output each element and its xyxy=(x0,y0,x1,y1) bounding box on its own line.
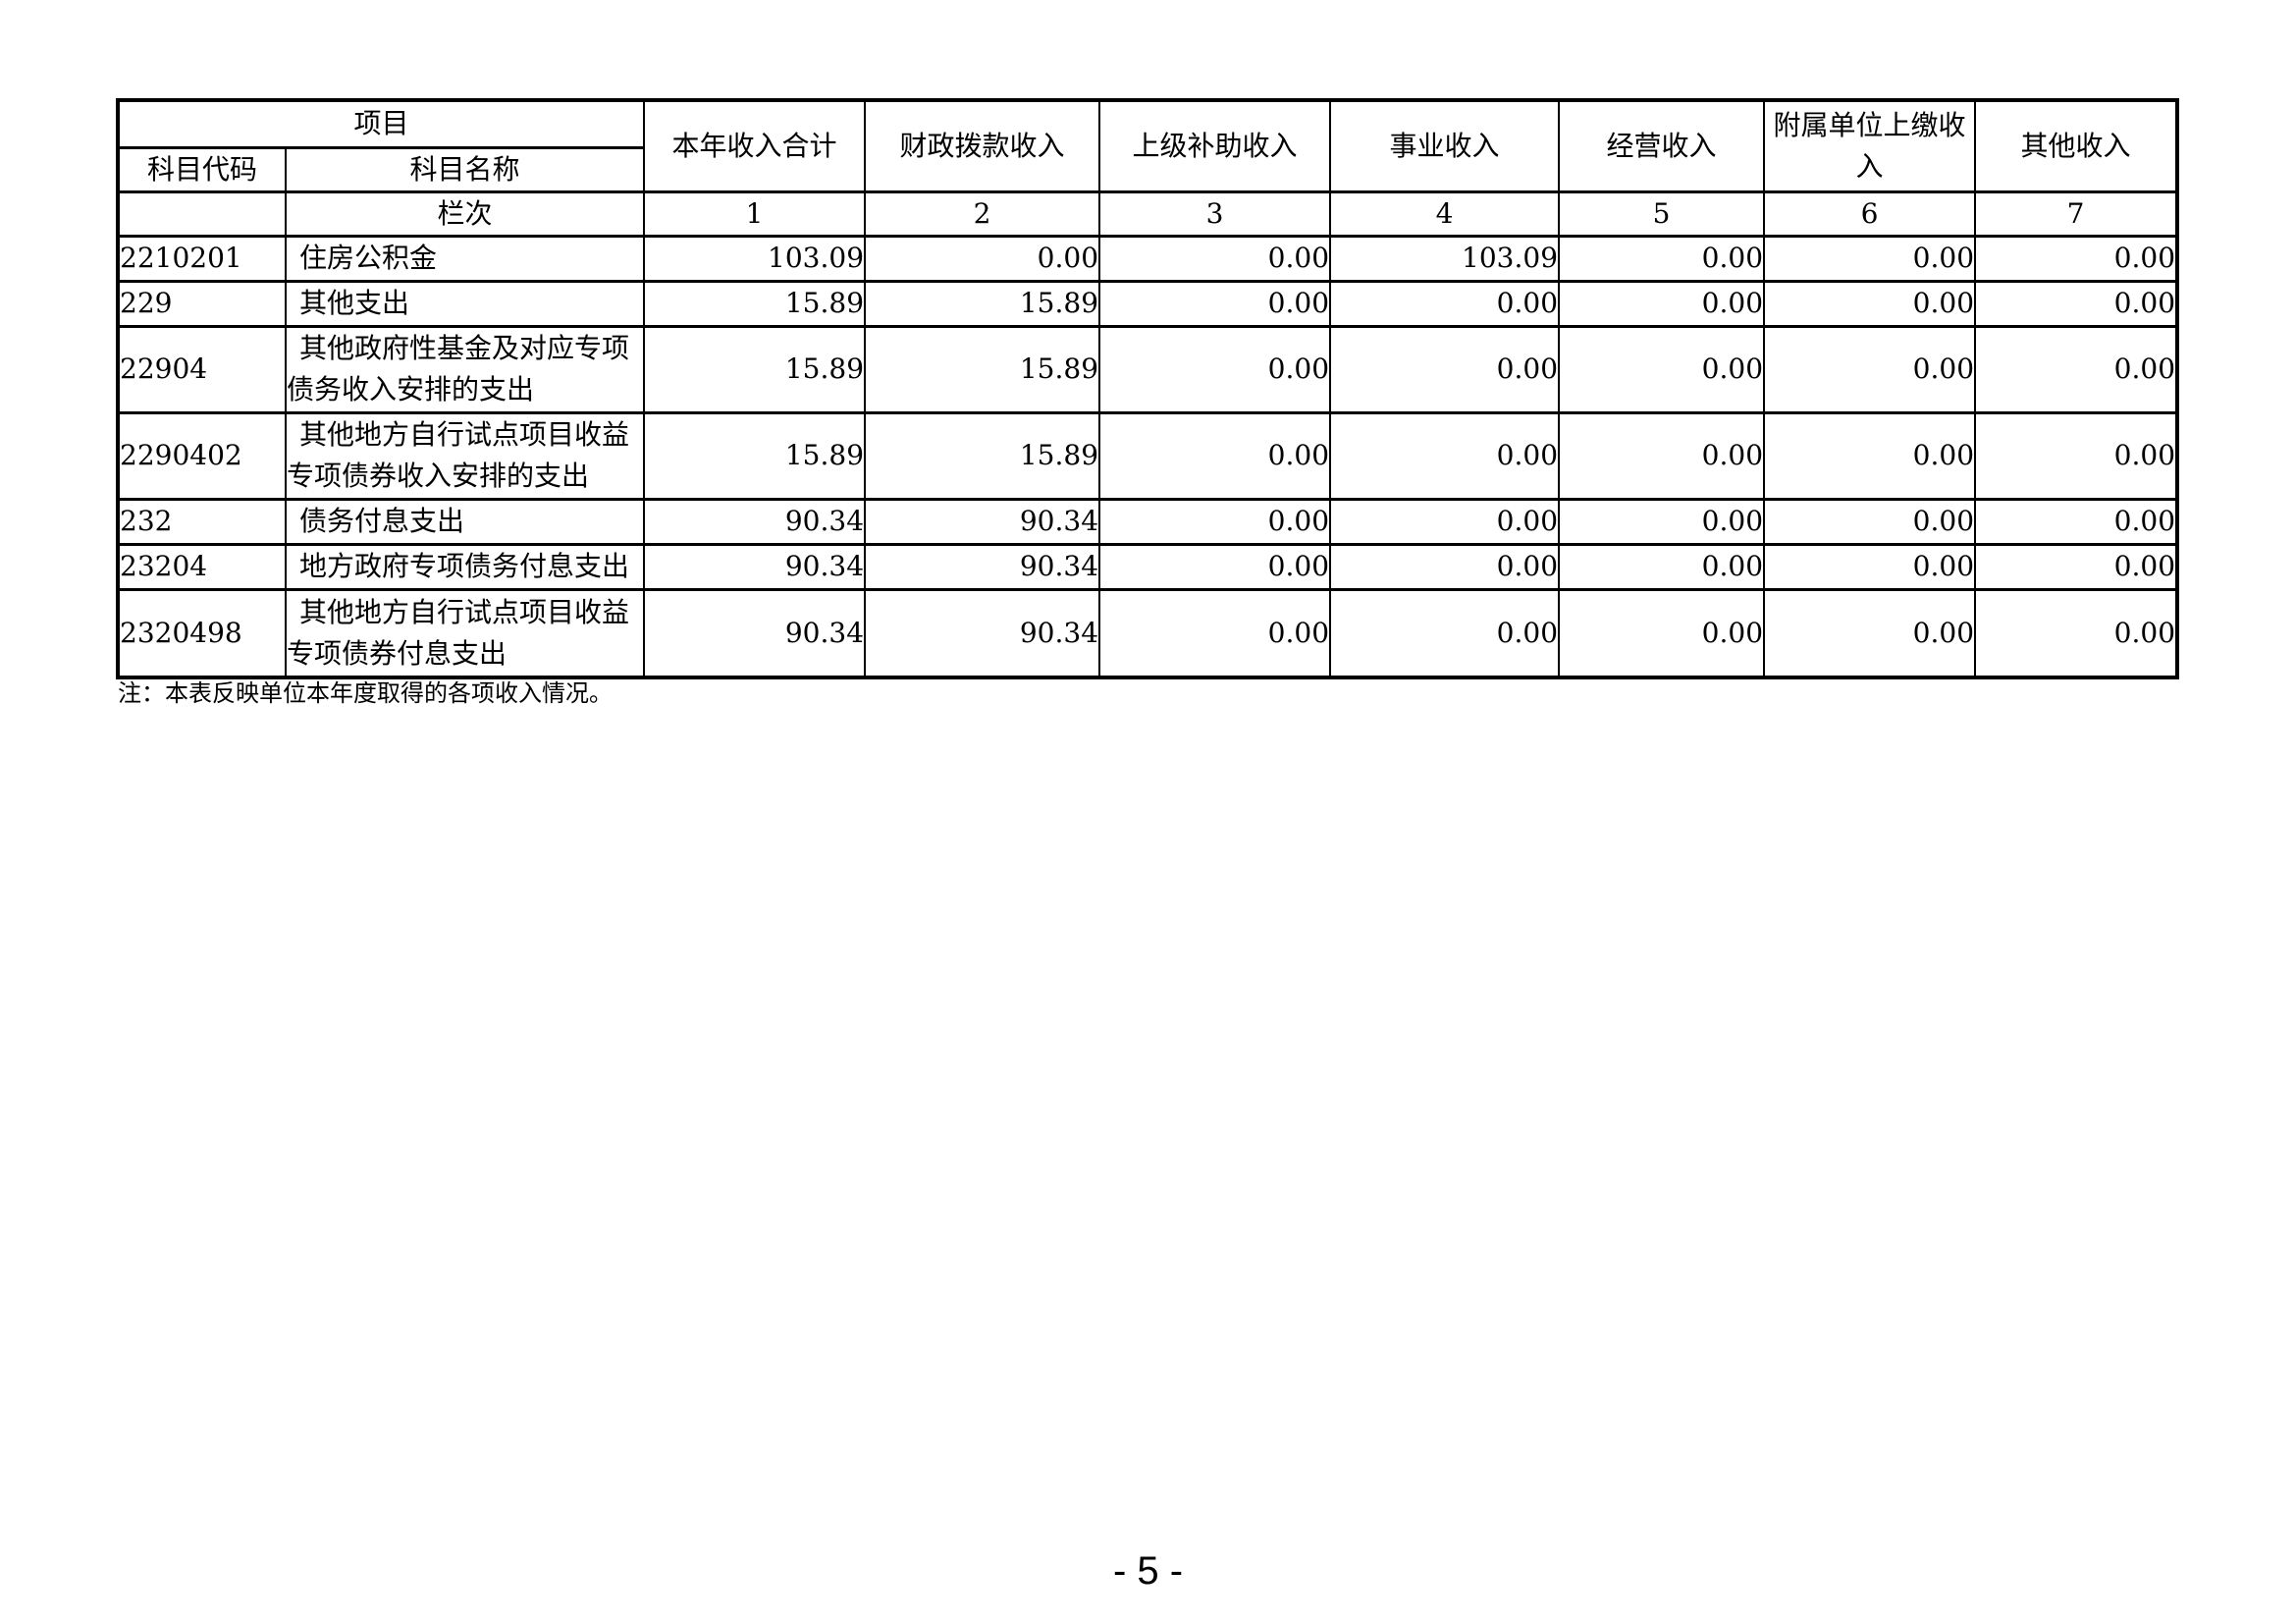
lanci-number-cell: 3 xyxy=(1098,189,1332,238)
value-cell: 0.00 xyxy=(1098,542,1332,591)
subject-name-cell: 地方政府专项债务付息支出 xyxy=(284,542,646,591)
col-header-total-income: 本年收入合计 xyxy=(643,98,867,193)
lanci-number-cell: 2 xyxy=(864,189,1101,238)
lanci-number-cell: 1 xyxy=(643,189,867,238)
subject-code-cell: 2210201 xyxy=(117,234,287,283)
value-cell: 15.89 xyxy=(643,410,867,501)
value-cell: 0.00 xyxy=(864,234,1101,283)
subject-name-cell: 其他支出 xyxy=(284,279,646,328)
value-cell: 0.00 xyxy=(1098,324,1332,414)
value-cell: 0.00 xyxy=(1558,587,1766,679)
value-cell: 0.00 xyxy=(1763,497,1977,546)
value-cell: 0.00 xyxy=(1329,587,1561,679)
value-cell: 90.34 xyxy=(643,542,867,591)
subject-code-cell: 229 xyxy=(117,279,287,328)
col-header-subject-name: 科目名称 xyxy=(284,145,646,193)
value-cell: 0.00 xyxy=(1329,497,1561,546)
subject-code-cell: 232 xyxy=(117,497,287,546)
header-row-project: 项目 本年收入合计 财政拨款收入 上级补助收入 事业收入 经营收入 附属单位上缴… xyxy=(116,98,2179,193)
value-cell: 0.00 xyxy=(1763,279,1977,328)
value-cell: 0.00 xyxy=(1558,279,1766,328)
value-cell: 0.00 xyxy=(1763,324,1977,414)
value-cell: 90.34 xyxy=(864,497,1101,546)
value-cell: 90.34 xyxy=(643,497,867,546)
value-cell: 0.00 xyxy=(1763,234,1977,283)
value-cell: 0.00 xyxy=(1974,410,2179,501)
subject-name-cell: 其他地方自行试点项目收益专项债券收入安排的支出 xyxy=(284,410,646,501)
table-row: 2320498 其他地方自行试点项目收益专项债券付息支出 90.34 90.34… xyxy=(117,587,2179,679)
value-cell: 0.00 xyxy=(1763,587,1977,679)
value-cell: 90.34 xyxy=(864,542,1101,591)
col-header-operational-income: 事业收入 xyxy=(1329,98,1561,193)
page-number: - 5 - xyxy=(1112,1549,1184,1593)
value-cell: 0.00 xyxy=(1098,497,1332,546)
value-cell: 103.09 xyxy=(643,234,867,283)
subject-name-cell: 其他政府性基金及对应专项债务收入安排的支出 xyxy=(284,324,646,414)
col-header-subject-code: 科目代码 xyxy=(117,145,287,193)
value-cell: 103.09 xyxy=(1329,234,1561,283)
header-row-subject: 科目代码 科目名称 xyxy=(117,145,2177,193)
value-cell: 0.00 xyxy=(1558,542,1766,591)
col-header-superior-subsidy-income: 上级补助收入 xyxy=(1098,98,1332,193)
subject-name-cell: 住房公积金 xyxy=(284,234,646,283)
column-index-row: 栏次 1 2 3 4 5 6 7 xyxy=(117,189,2179,238)
project-header-cell: 项目 xyxy=(116,98,646,149)
table-row: 229 其他支出 15.89 15.89 0.00 0.00 0.00 0.00… xyxy=(117,279,2179,328)
col-header-fiscal-appropriation-income: 财政拨款收入 xyxy=(864,98,1101,193)
lanci-number-cell: 5 xyxy=(1558,189,1766,238)
col-header-other-income: 其他收入 xyxy=(1974,98,2179,193)
value-cell: 0.00 xyxy=(1974,324,2179,414)
subject-code-cell: 2320498 xyxy=(117,587,287,679)
value-cell: 0.00 xyxy=(1329,279,1561,328)
table-note: 注：本表反映单位本年度取得的各项收入情况。 xyxy=(118,679,613,707)
value-cell: 0.00 xyxy=(1974,234,2179,283)
value-cell: 90.34 xyxy=(864,587,1101,679)
value-cell: 0.00 xyxy=(1558,324,1766,414)
value-cell: 0.00 xyxy=(1098,279,1332,328)
value-cell: 0.00 xyxy=(1098,234,1332,283)
value-cell: 0.00 xyxy=(1763,542,1977,591)
value-cell: 0.00 xyxy=(1098,410,1332,501)
value-cell: 0.00 xyxy=(1558,410,1766,501)
value-cell: 15.89 xyxy=(864,410,1101,501)
value-cell: 0.00 xyxy=(1974,279,2179,328)
value-cell: 0.00 xyxy=(1098,587,1332,679)
col-header-affiliated-unit-income: 附属单位上缴收入 xyxy=(1763,98,1977,193)
value-cell: 90.34 xyxy=(643,587,867,679)
table-row: 22904 其他政府性基金及对应专项债务收入安排的支出 15.89 15.89 … xyxy=(117,324,2179,414)
value-cell: 0.00 xyxy=(1763,410,1977,501)
value-cell: 15.89 xyxy=(864,324,1101,414)
lanci-number-cell: 4 xyxy=(1329,189,1561,238)
value-cell: 0.00 xyxy=(1558,497,1766,546)
lanci-number-cell: 6 xyxy=(1763,189,1977,238)
table-row: 23204 地方政府专项债务付息支出 90.34 90.34 0.00 0.00… xyxy=(117,542,2179,591)
value-cell: 0.00 xyxy=(1329,410,1561,501)
value-cell: 15.89 xyxy=(643,279,867,328)
lanci-label-cell: 栏次 xyxy=(284,189,646,238)
table-row: 2210201 住房公积金 103.09 0.00 0.00 103.09 0.… xyxy=(117,234,2179,283)
col-header-business-income: 经营收入 xyxy=(1558,98,1766,193)
value-cell: 0.00 xyxy=(1974,587,2179,679)
income-table: 项目 本年收入合计 财政拨款收入 上级补助收入 事业收入 经营收入 附属单位上缴… xyxy=(116,98,2180,679)
value-cell: 15.89 xyxy=(864,279,1101,328)
lanci-number-cell: 7 xyxy=(1974,189,2179,238)
subject-code-cell: 22904 xyxy=(117,324,287,414)
value-cell: 0.00 xyxy=(1558,234,1766,283)
value-cell: 0.00 xyxy=(1329,324,1561,414)
table-row: 232 债务付息支出 90.34 90.34 0.00 0.00 0.00 0.… xyxy=(117,497,2179,546)
subject-code-cell: 2290402 xyxy=(117,410,287,501)
value-cell: 0.00 xyxy=(1974,542,2179,591)
subject-name-cell: 其他地方自行试点项目收益专项债券付息支出 xyxy=(284,587,646,679)
value-cell: 0.00 xyxy=(1974,497,2179,546)
value-cell: 0.00 xyxy=(1329,542,1561,591)
table-row: 2290402 其他地方自行试点项目收益专项债券收入安排的支出 15.89 15… xyxy=(117,410,2179,501)
lanci-empty-cell xyxy=(117,189,287,238)
subject-code-cell: 23204 xyxy=(117,542,287,591)
subject-name-cell: 债务付息支出 xyxy=(284,497,646,546)
value-cell: 15.89 xyxy=(643,324,867,414)
